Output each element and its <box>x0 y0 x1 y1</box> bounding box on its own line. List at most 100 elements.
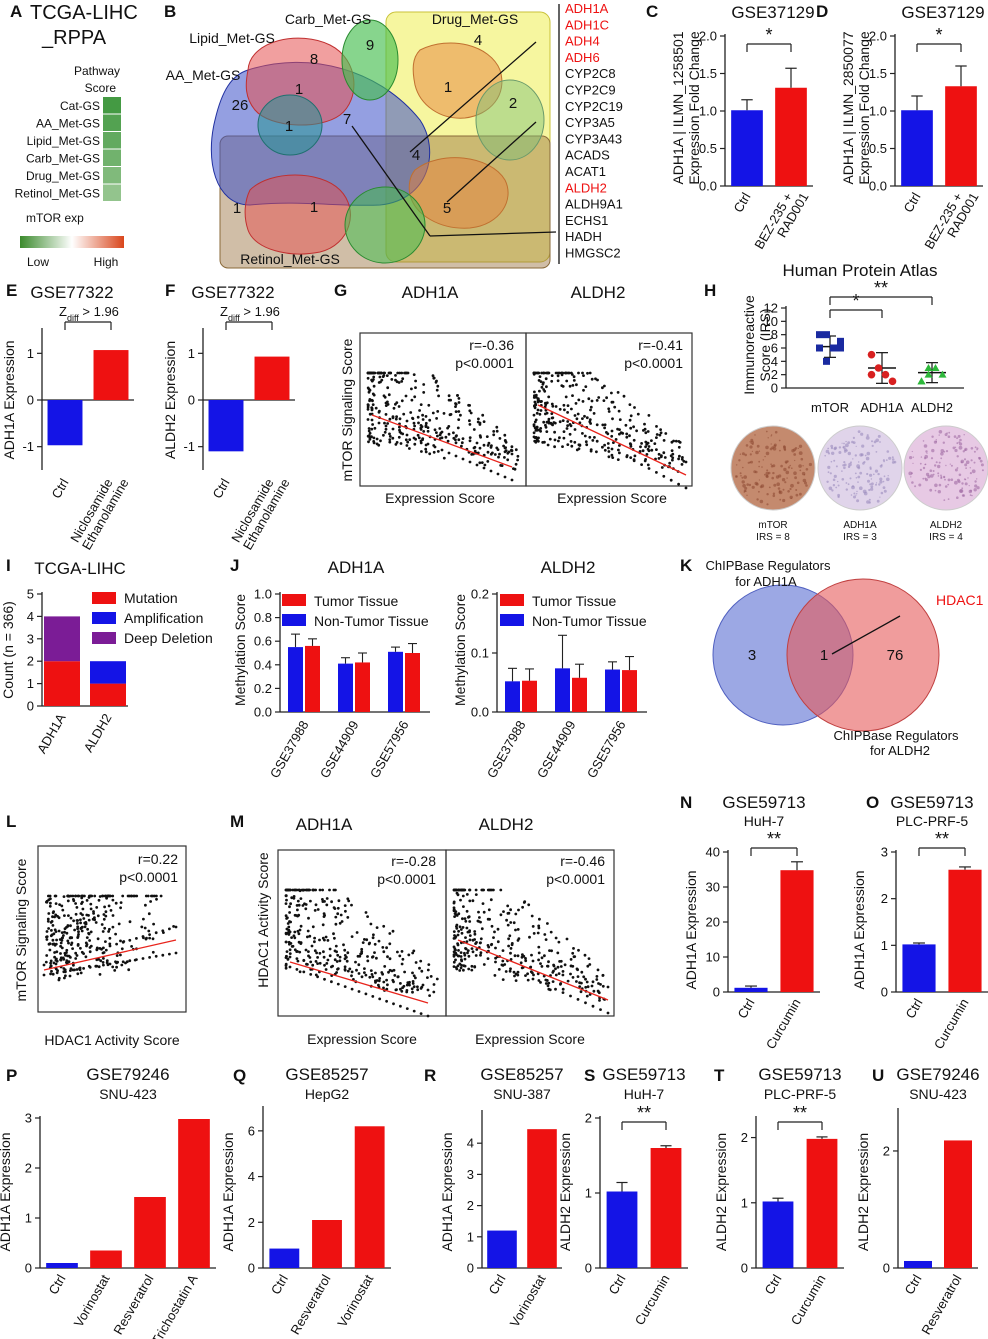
tissue-texture <box>793 453 797 456</box>
scatter-point <box>304 948 308 952</box>
scatter-point <box>607 455 611 459</box>
scatter-point <box>659 431 663 435</box>
scatter-point <box>643 427 647 431</box>
tissue-texture <box>845 482 848 484</box>
bar-0 <box>46 1263 78 1268</box>
confidence-dot <box>546 984 550 988</box>
scatter-point <box>400 962 404 966</box>
confidence-dot <box>561 991 565 994</box>
scatter-point <box>561 385 565 388</box>
scatter-point <box>293 936 297 940</box>
tissue-texture <box>765 430 768 433</box>
panel-letter: G <box>334 281 347 300</box>
category-label: Ctrl <box>45 1272 68 1297</box>
scatter-point <box>104 910 108 914</box>
confidence-dot <box>426 442 430 446</box>
tissue-texture <box>845 440 847 443</box>
scatter-point <box>65 931 69 935</box>
panel-title: ADH1A <box>328 558 385 577</box>
scatter-point <box>413 424 416 428</box>
legend-swatch <box>92 632 116 644</box>
stacked-bar-segment <box>44 661 80 706</box>
scatter-point <box>576 968 579 972</box>
tissue-texture <box>956 442 959 445</box>
confidence-dot <box>115 961 118 965</box>
venn-count: 26 <box>232 97 249 114</box>
bar-0 <box>47 400 83 446</box>
scatter-point <box>301 904 305 907</box>
tissue-texture <box>879 477 883 481</box>
scatter-point <box>284 894 288 898</box>
scatter-point <box>298 970 302 974</box>
confidence-dot <box>82 967 85 970</box>
tissue-texture <box>847 451 851 456</box>
scatter-point <box>61 908 65 912</box>
y-tick-label: 12 <box>764 301 778 316</box>
tissue-texture <box>973 461 976 464</box>
tissue-texture <box>850 461 852 464</box>
tissue-texture <box>778 439 781 442</box>
scatter-point <box>492 433 496 437</box>
scatter-point <box>559 959 563 963</box>
tissue-texture <box>952 446 956 450</box>
tissue-texture <box>964 463 968 467</box>
tissue-texture <box>979 459 983 463</box>
tissue-texture <box>765 474 769 478</box>
scatter-point <box>501 959 505 963</box>
scatter-point <box>290 896 294 900</box>
scatter-point <box>87 918 91 922</box>
scatter-point <box>99 959 103 963</box>
scatter-point <box>459 966 463 970</box>
y-tick-label: 1 <box>881 938 888 953</box>
scatter-point <box>553 438 557 442</box>
scatter-point <box>457 401 461 404</box>
category-label: Ctrl <box>485 1272 508 1297</box>
methylation-bar <box>572 677 587 712</box>
panel-letter: F <box>165 281 175 300</box>
irs-point <box>837 344 844 352</box>
scatter-point <box>367 390 371 394</box>
scatter-point <box>368 398 372 401</box>
tissue-texture <box>855 494 857 496</box>
confidence-dot <box>501 964 505 967</box>
scatter-point <box>459 928 463 931</box>
scatter-point <box>103 926 107 930</box>
scatter-point <box>286 957 290 961</box>
scatter-point <box>412 373 416 376</box>
confidence-dot <box>501 949 505 952</box>
scatter-point <box>318 888 322 892</box>
tissue-texture <box>953 435 957 438</box>
scatter-point <box>140 925 144 929</box>
panel-subtitle: PLC-PRF-5 <box>896 813 969 829</box>
confidence-dot <box>108 962 112 966</box>
bar-1 <box>90 1250 122 1268</box>
category-label: Ctrl <box>605 1272 628 1297</box>
tissue-texture <box>871 444 874 447</box>
scatter-point <box>57 916 61 920</box>
scatter-point <box>587 397 591 401</box>
scatter-point <box>56 969 59 973</box>
scatter-point <box>547 395 551 399</box>
bar-0 <box>902 944 936 992</box>
scatter-point <box>147 912 151 916</box>
scatter-point <box>65 948 69 952</box>
scatter-point <box>287 925 291 929</box>
category-label: Curcumin <box>931 996 972 1052</box>
confidence-dot <box>588 435 592 439</box>
scatter-point <box>95 906 99 909</box>
tissue-texture <box>847 483 850 486</box>
irs-point <box>924 364 933 371</box>
y-tick-label: 0 <box>585 1261 592 1276</box>
plot-frame <box>525 332 693 487</box>
scatter-point <box>382 924 386 928</box>
scatter-point <box>96 914 100 918</box>
tissue-texture <box>878 483 881 486</box>
scatter-point <box>62 934 65 937</box>
confidence-dot <box>475 463 479 467</box>
scatter-point <box>547 417 551 421</box>
y-axis-label: Immunoreactive <box>741 295 757 395</box>
scatter-point <box>368 975 372 979</box>
tissue-texture <box>865 436 870 440</box>
scatter-point <box>101 930 105 933</box>
scatter-point <box>601 386 604 390</box>
